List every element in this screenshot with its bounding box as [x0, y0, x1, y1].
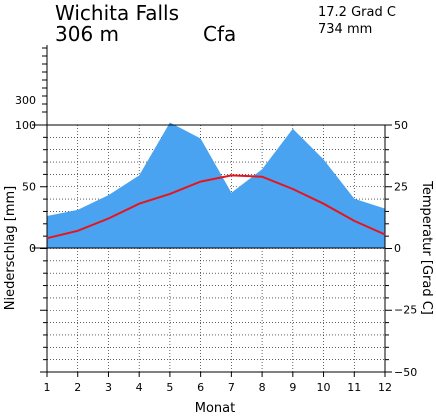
temperature-line [46, 174, 386, 240]
right-tick-label: 50 [394, 119, 408, 132]
x-tick-label: 12 [378, 381, 392, 394]
right-tick-label: 25 [394, 181, 408, 194]
left-tick-label: 0 [29, 242, 36, 255]
x-tick-label: 5 [166, 381, 173, 394]
x-tick-label: 1 [44, 381, 51, 394]
x-tick-label: 11 [347, 381, 361, 394]
x-tick-label: 10 [317, 381, 331, 394]
precipitation-area [47, 122, 385, 248]
left-tick-label: 100 [15, 119, 36, 132]
x-tick-label: 9 [289, 381, 296, 394]
left-axis-label: Niederschlag [mm] [3, 186, 18, 311]
annual-precipitation: 734 mm [318, 22, 373, 37]
right-tick-label: −50 [394, 366, 417, 379]
x-tick-label: 2 [74, 381, 81, 394]
station-name: Wichita Falls [55, 1, 180, 25]
right-axis-label: Temperatur [Grad C] [419, 180, 434, 315]
right-tick-label: −25 [394, 304, 417, 317]
left-tick-label: 50 [22, 181, 36, 194]
x-tick-label: 6 [197, 381, 204, 394]
right-tick-label: 0 [394, 242, 401, 255]
x-tick-label: 7 [228, 381, 235, 394]
x-tick-label: 8 [259, 381, 266, 394]
climate-class: Cfa [203, 22, 237, 46]
mean-temperature: 17.2 Grad C [318, 5, 396, 20]
left-tick-label: 300 [15, 94, 36, 107]
x-axis-label: Monat [195, 401, 235, 416]
x-tick-label: 3 [105, 381, 112, 394]
elevation: 306 m [55, 22, 120, 46]
x-tick-label: 4 [136, 381, 143, 394]
axes [32, 45, 392, 377]
